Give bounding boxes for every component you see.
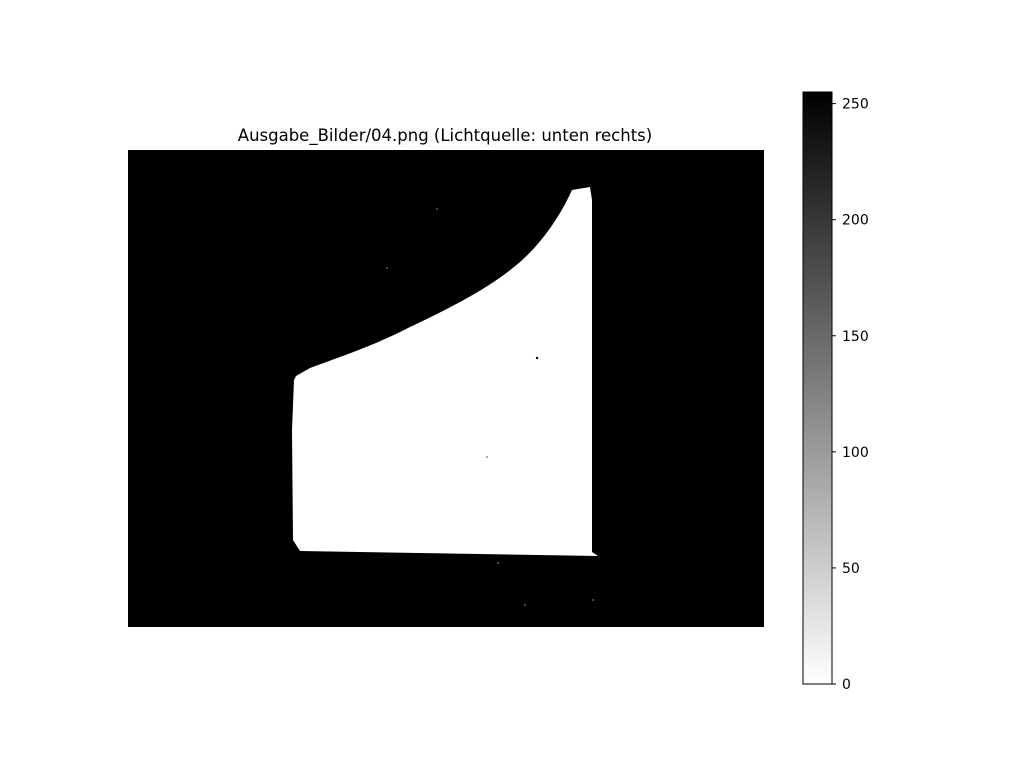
speckle (486, 456, 488, 458)
speckle (386, 267, 388, 269)
colorbar-gradient (802, 91, 833, 685)
speckle (524, 604, 526, 606)
colorbar-tick-label: 250 (842, 97, 869, 113)
colorbar-tick-label: 100 (842, 445, 869, 461)
image-plot (128, 150, 764, 627)
bright-object-region (292, 187, 598, 556)
speckle (497, 562, 499, 564)
chart-title: Ausgabe_Bilder/04.png (Lichtquelle: unte… (238, 126, 652, 146)
colorbar-tick-label: 0 (842, 677, 851, 693)
colorbar-tick-label: 150 (842, 329, 869, 345)
colorbar-tick-label: 50 (842, 561, 860, 577)
speckle (436, 208, 438, 210)
colorbar-tick-label: 200 (842, 213, 869, 229)
speckle (592, 599, 594, 601)
speckle (535, 356, 539, 360)
colorbar: 0 50 100 150 200 250 (802, 91, 869, 693)
colorbar-ticks: 0 50 100 150 200 250 (832, 97, 869, 693)
